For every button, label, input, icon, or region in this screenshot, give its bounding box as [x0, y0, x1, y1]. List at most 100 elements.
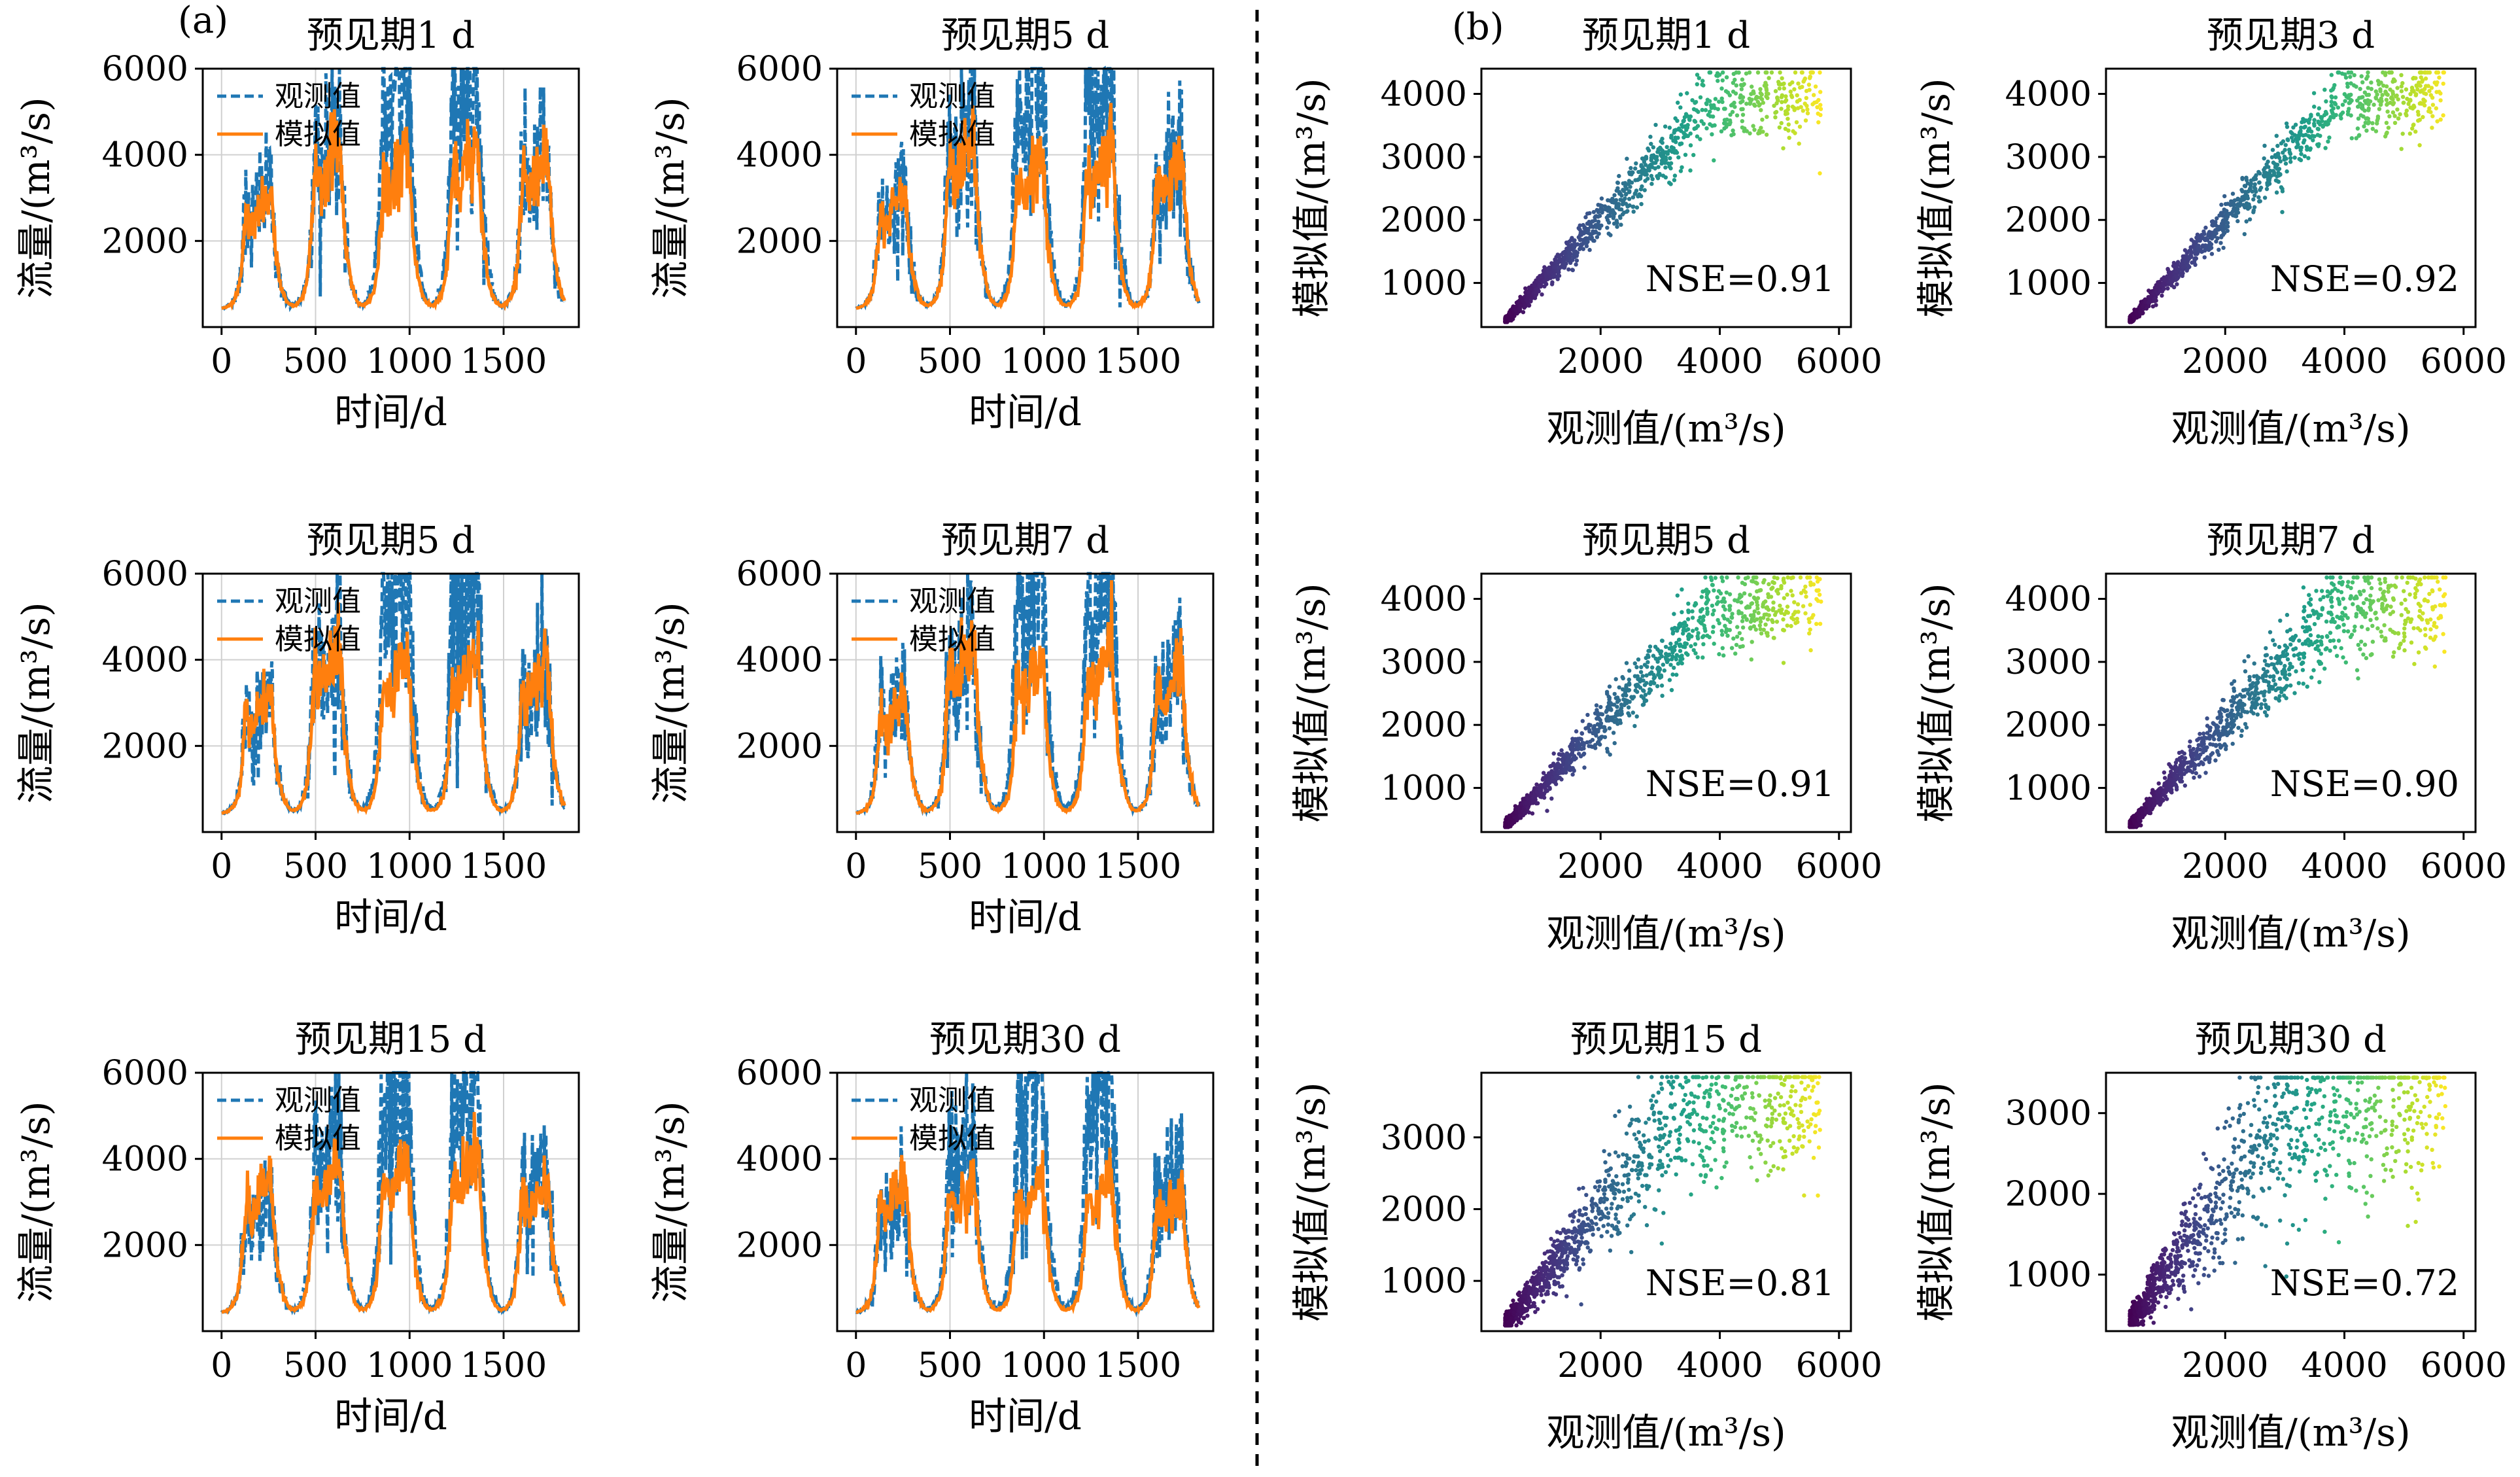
scatter-point	[2360, 80, 2365, 84]
scatter-point	[2285, 684, 2289, 688]
scatter-point	[2173, 274, 2178, 279]
scatter-point	[1579, 737, 1583, 742]
scatter-point	[2298, 128, 2303, 133]
scatter-point	[1704, 606, 1710, 611]
scatter-point	[1642, 167, 1646, 172]
scatter-point	[2336, 638, 2341, 643]
scatter-point	[1767, 76, 1771, 80]
scatter-point	[1631, 204, 1636, 209]
scatter-point	[2137, 309, 2143, 315]
scatter-point	[1750, 601, 1755, 606]
scatter-point	[1555, 277, 1560, 281]
scatter-point	[2316, 612, 2321, 617]
scatter-point	[1716, 600, 1721, 604]
scatter-point	[2224, 733, 2230, 738]
scatter-point	[2255, 676, 2260, 682]
scatter-point	[1676, 661, 1681, 666]
scatter-point	[1691, 152, 1696, 158]
scatter-point	[2366, 106, 2371, 111]
scatter-point	[1720, 633, 1725, 637]
axes-frame	[836, 572, 1215, 833]
scatter-point	[1532, 283, 1537, 288]
scatter-point	[1645, 665, 1649, 669]
scatter-point	[2276, 170, 2281, 175]
scatter-point	[2302, 154, 2307, 158]
scatter-point	[2211, 721, 2215, 725]
scatter-point	[2404, 87, 2409, 92]
scatter-point	[1593, 746, 1598, 750]
scatter-point	[1705, 612, 1710, 616]
x-tick-label: 1000	[1001, 342, 1087, 381]
scatter-point	[1670, 654, 1675, 659]
scatter-point	[2285, 657, 2290, 662]
scatter-point	[2402, 621, 2408, 627]
scatter-point	[2253, 177, 2258, 181]
scatter-point	[2283, 653, 2288, 658]
scatter-point	[1700, 617, 1706, 623]
scatter-point	[2408, 97, 2413, 102]
scatter-point	[1527, 304, 1531, 308]
scatter-point	[2234, 214, 2239, 218]
scatter-point	[2230, 741, 2235, 746]
scatter-point	[1771, 636, 1776, 640]
scatter-point	[2206, 234, 2211, 238]
scatter-point	[2254, 686, 2259, 691]
scatter-point	[2433, 634, 2438, 639]
scatter-point	[1717, 73, 1722, 77]
scatter-point	[1606, 220, 1612, 225]
scatter-point	[1636, 657, 1641, 662]
scatter-point	[2288, 156, 2293, 160]
scatter-point	[1717, 652, 1721, 657]
scatter-point	[1729, 133, 1734, 137]
scatter-point	[2161, 282, 2166, 287]
scatter-point	[1632, 192, 1637, 196]
scatter-point	[1709, 578, 1714, 582]
scatter-point	[2288, 130, 2293, 135]
scatter-point	[2424, 92, 2428, 96]
scatter-point	[2288, 642, 2293, 647]
scatter-point	[2403, 597, 2408, 602]
scatter-point	[1759, 631, 1764, 636]
scatter-point	[1755, 99, 1760, 104]
scatter-point	[1637, 192, 1642, 197]
scatter-point	[2213, 744, 2218, 748]
scatter-point	[1562, 261, 1567, 266]
scatter-point	[1695, 124, 1700, 128]
x-tick-label: 1500	[1095, 1346, 1181, 1385]
scatter-point	[1676, 625, 1681, 631]
scatter-point	[1542, 279, 1547, 283]
scatter-point	[2334, 653, 2339, 658]
scatter-point	[1748, 593, 1752, 597]
scatter-point	[1592, 731, 1597, 736]
scatter-point	[1604, 717, 1609, 721]
scatter-point	[1670, 627, 1674, 631]
scatter-point	[1711, 625, 1716, 629]
scatter-point	[1740, 113, 1746, 117]
scatter-point	[1808, 627, 1812, 632]
scatter-point	[1528, 287, 1533, 292]
scatter-point	[2417, 118, 2422, 122]
scatter-point	[1779, 583, 1784, 589]
scatter-point	[1772, 612, 1778, 617]
scatter-point	[2406, 616, 2411, 621]
scatter-point	[1740, 77, 1745, 82]
scatter-point	[2218, 226, 2222, 232]
scatter-point	[2325, 594, 2330, 599]
scatter-point	[1667, 652, 1672, 657]
y-axis-label: 流量/(m³/s)	[14, 602, 58, 803]
y-tick-label: 2000	[736, 1226, 823, 1265]
scatter-point	[1670, 672, 1675, 677]
series-simulated	[855, 1147, 1201, 1315]
scatter-point	[1785, 604, 1790, 609]
scatter-point	[1728, 113, 1733, 117]
scatter-point	[1795, 602, 1801, 606]
scatter-point	[1757, 103, 1761, 108]
scatter-point	[1696, 636, 1700, 641]
y-tick-label: 4000	[736, 136, 823, 175]
scatter-point	[2340, 71, 2345, 76]
x-tick-label: 0	[845, 1346, 867, 1385]
scatter-point	[1593, 215, 1597, 220]
scatter-point	[1655, 158, 1659, 162]
scatter-point	[2311, 668, 2316, 672]
scatter-point	[2281, 139, 2286, 144]
